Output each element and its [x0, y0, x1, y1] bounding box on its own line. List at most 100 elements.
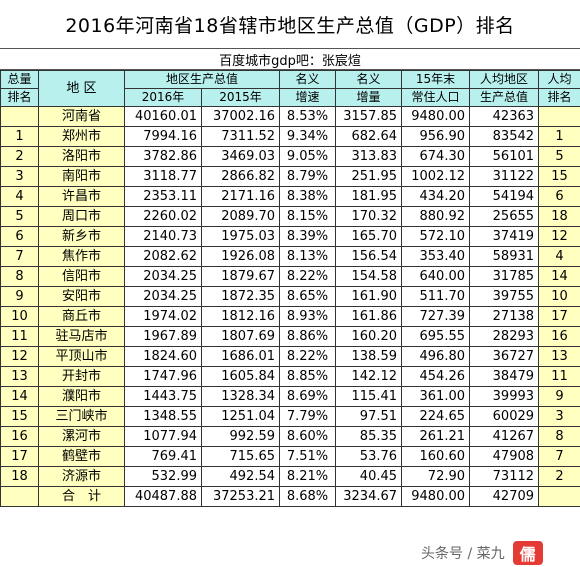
table-row: 13 开封市 1747.96 1605.84 8.85% 142.12 454.26 3847…	[0, 366, 580, 387]
gdp2015-cell: 992.59	[200, 426, 281, 447]
population-cell: 434.20	[401, 186, 471, 207]
table-row: 7 焦作市 2082.62 1926.08 8.13% 156.54 353.40 58931…	[0, 246, 580, 267]
gdp2016-cell: 2353.11	[124, 186, 202, 207]
increase-cell: 115.41	[335, 386, 403, 407]
gdp2016-cell: 2034.25	[124, 286, 202, 307]
population-cell: 727.39	[401, 306, 471, 327]
percapita-cell: 31122	[469, 166, 540, 187]
gdp2016-cell: 2260.02	[124, 206, 202, 227]
growth-cell: 8.69%	[279, 386, 337, 407]
pcrank-cell: 8	[538, 426, 580, 447]
gdp2015-cell: 1686.01	[200, 346, 281, 367]
rank-cell	[0, 486, 39, 507]
growth-cell: 8.53%	[279, 106, 337, 127]
population-cell: 261.21	[401, 426, 471, 447]
gdp2016-cell: 1443.75	[124, 386, 202, 407]
increase-cell: 313.83	[335, 146, 403, 167]
growth-cell: 8.21%	[279, 466, 337, 487]
header-gdp-group: 地区生产总值	[123, 70, 281, 89]
gdp2015-cell: 1807.69	[200, 326, 281, 347]
growth-cell: 8.65%	[279, 286, 337, 307]
increase-cell: 97.51	[335, 406, 403, 427]
percapita-cell: 83542	[469, 126, 540, 147]
gdp2016-cell: 40487.88	[124, 486, 202, 507]
rank-cell: 3	[0, 166, 39, 187]
percapita-cell: 42363	[469, 106, 540, 127]
growth-cell: 8.86%	[279, 326, 337, 347]
growth-cell: 9.34%	[279, 126, 337, 147]
pcrank-cell: 18	[538, 206, 580, 227]
gdp2016-cell: 1747.96	[124, 366, 202, 387]
increase-cell: 251.95	[335, 166, 403, 187]
growth-cell: 8.13%	[279, 246, 337, 267]
region-cell: 漯河市	[38, 426, 125, 447]
table-row: 6 新乡市 2140.73 1975.03 8.39% 165.70 572.10 37419…	[0, 226, 580, 247]
growth-cell: 8.15%	[279, 206, 337, 227]
percapita-cell: 25655	[469, 206, 540, 227]
population-cell: 956.90	[401, 126, 471, 147]
percapita-cell: 47908	[469, 446, 540, 467]
population-cell: 9480.00	[401, 486, 471, 507]
population-cell: 361.00	[401, 386, 471, 407]
percapita-cell: 28293	[469, 326, 540, 347]
percapita-cell: 38479	[469, 366, 540, 387]
header-growth-bottom: 增速	[279, 88, 337, 107]
region-cell: 南阳市	[38, 166, 125, 187]
rank-cell: 17	[0, 446, 39, 467]
percapita-cell: 60029	[469, 406, 540, 427]
rank-cell	[0, 106, 39, 127]
increase-cell: 156.54	[335, 246, 403, 267]
population-cell: 674.30	[401, 146, 471, 167]
gdp2015-cell: 1926.08	[200, 246, 281, 267]
increase-cell: 85.35	[335, 426, 403, 447]
table-row: 2 洛阳市 3782.86 3469.03 9.05% 313.83 674.30 56101…	[0, 146, 580, 167]
region-cell: 信阳市	[38, 266, 125, 287]
rank-cell: 16	[0, 426, 39, 447]
growth-cell: 8.85%	[279, 366, 337, 387]
region-cell: 驻马店市	[38, 326, 125, 347]
gdp2015-cell: 715.65	[200, 446, 281, 467]
gdp2015-cell: 1328.34	[200, 386, 281, 407]
gdp2015-cell: 1879.67	[200, 266, 281, 287]
region-cell: 周口市	[38, 206, 125, 227]
pcrank-cell: 16	[538, 326, 580, 347]
gdp2016-cell: 7994.16	[124, 126, 202, 147]
table-row: 8 信阳市 2034.25 1879.67 8.22% 154.58 640.00 31785…	[0, 266, 580, 287]
header-increase-top: 名义	[335, 70, 403, 89]
growth-cell: 8.60%	[279, 426, 337, 447]
pcrank-cell: 17	[538, 306, 580, 327]
header-rank-top: 总量	[0, 70, 39, 89]
rank-cell: 14	[0, 386, 39, 407]
table-header: 总量 地 区 地区生产总值 名义 名义 15年末 人均地区 人均 排名 2016…	[0, 70, 580, 107]
table-body: 河南省 40160.01 37002.16 8.53% 3157.85 9480…	[0, 106, 580, 507]
region-cell: 三门峡市	[38, 406, 125, 427]
gdp2016-cell: 1077.94	[124, 426, 202, 447]
header-percap-bottom: 生产总值	[469, 88, 540, 107]
growth-cell: 8.38%	[279, 186, 337, 207]
region-cell: 合 计	[38, 486, 125, 507]
percapita-cell: 58931	[469, 246, 540, 267]
gdp2015-cell: 2171.16	[200, 186, 281, 207]
header-increase-bottom: 增量	[335, 88, 403, 107]
header-rank-bottom: 排名	[0, 88, 39, 107]
growth-cell: 8.22%	[279, 266, 337, 287]
pcrank-cell: 12	[538, 226, 580, 247]
pcrank-cell: 13	[538, 346, 580, 367]
header-gdp-2015: 2015年	[200, 88, 281, 107]
gdp2015-cell: 1251.04	[200, 406, 281, 427]
region-cell: 开封市	[38, 366, 125, 387]
percapita-cell: 73112	[469, 466, 540, 487]
pcrank-cell: 3	[538, 406, 580, 427]
percapita-cell: 54194	[469, 186, 540, 207]
region-cell: 济源市	[38, 466, 125, 487]
population-cell: 454.26	[401, 366, 471, 387]
growth-cell: 8.68%	[279, 486, 337, 507]
gdp2015-cell: 1872.35	[200, 286, 281, 307]
population-cell: 640.00	[401, 266, 471, 287]
increase-cell: 161.90	[335, 286, 403, 307]
gdp2016-cell: 3782.86	[124, 146, 202, 167]
subtitle: 百度城市gdp吧：张宸煊	[0, 48, 580, 70]
pcrank-cell: 5	[538, 146, 580, 167]
table-row: 14 濮阳市 1443.75 1328.34 8.69% 115.41 361.00 3999…	[0, 386, 580, 407]
table-row: 12 平顶山市 1824.60 1686.01 8.22% 138.59 496.80 367…	[0, 346, 580, 367]
